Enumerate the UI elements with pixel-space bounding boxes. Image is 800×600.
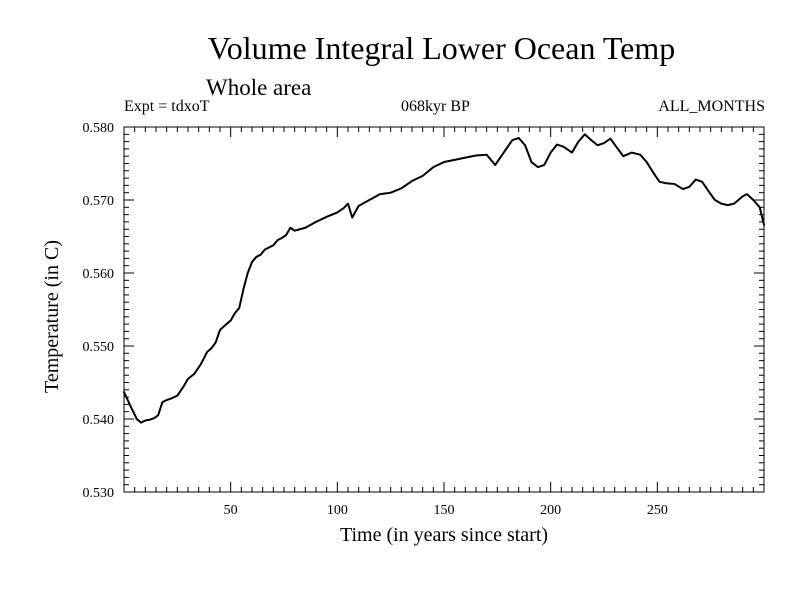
- y-tick-label: 0.550: [83, 340, 115, 355]
- x-tick-label: 150: [434, 503, 455, 518]
- x-tick-label: 100: [327, 503, 348, 518]
- axes-layer: 50 100 150 200 250 0.530 0.540 0.550 0.560 0.570 0…: [83, 121, 765, 518]
- period-label: 068kyr BP: [401, 98, 470, 115]
- y-tick-label: 0.530: [83, 486, 115, 501]
- chart-subtitle: Whole area: [206, 75, 312, 100]
- y-tick-label: 0.540: [83, 413, 115, 428]
- y-tick-label: 0.580: [83, 121, 115, 136]
- y-tick-label: 0.560: [83, 267, 115, 282]
- temperature-series-line: [123, 133, 765, 424]
- chart-title: Volume Integral Lower Ocean Temp: [207, 30, 676, 66]
- x-tick-label: 50: [224, 503, 238, 518]
- y-axis-label: Temperature (in C): [41, 240, 63, 393]
- x-tick-label: 200: [540, 503, 561, 518]
- series-layer: [123, 133, 765, 424]
- y-tick-label: 0.570: [83, 194, 115, 209]
- months-label: ALL_MONTHS: [658, 98, 765, 115]
- x-axis-label: Time (in years since start): [339, 524, 549, 546]
- experiment-label: Expt = tdxoT: [124, 98, 210, 115]
- plot-frame: [123, 126, 765, 493]
- x-tick-label: 250: [647, 503, 668, 518]
